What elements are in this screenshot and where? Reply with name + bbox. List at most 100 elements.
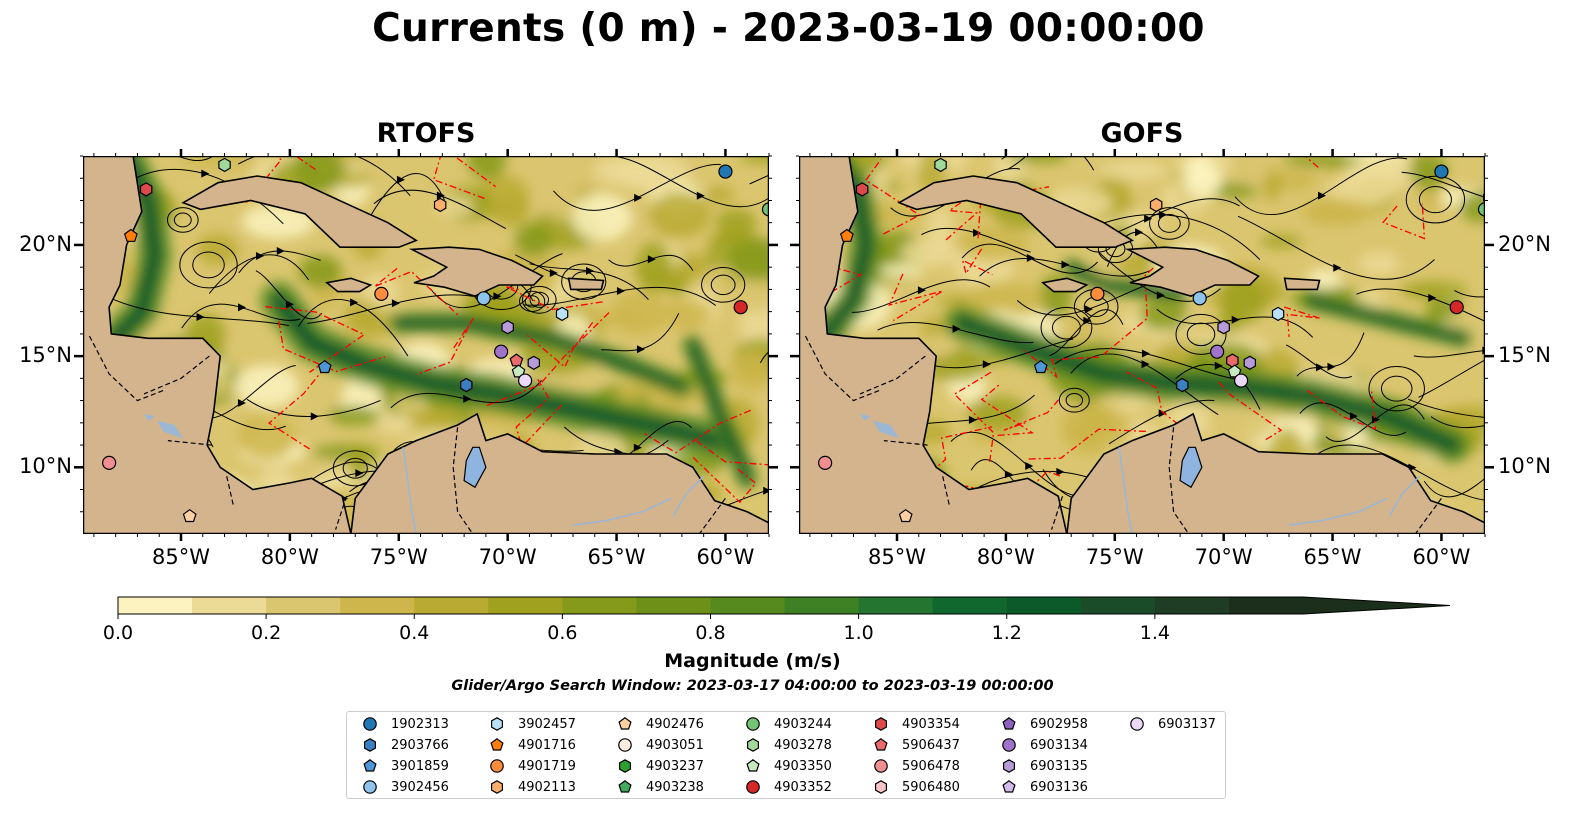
legend-marker (490, 759, 504, 773)
eez-boundary (505, 285, 603, 311)
land-hispaniola (1124, 246, 1260, 297)
float-marker (317, 359, 332, 374)
lon-tick-label: 70°W (478, 545, 537, 569)
legend-label: 6903137 (1158, 716, 1216, 732)
colorbar-extend-arrow (1303, 597, 1450, 614)
streamline-arrow (1141, 349, 1150, 358)
country-border (1051, 496, 1064, 530)
legend-label: 1902313 (391, 716, 449, 732)
eez-boundary (486, 311, 610, 407)
legend-marker (1130, 717, 1144, 731)
legend-marker (1002, 717, 1016, 730)
streamline-arrow (1159, 210, 1168, 219)
streamline-arrow (1056, 467, 1065, 476)
legend-item: 3902457 (488, 715, 576, 733)
streamline-arrow (1349, 412, 1358, 421)
eddy (710, 274, 736, 296)
float-marker (1243, 355, 1256, 370)
hexagon-marker-icon (363, 738, 376, 752)
float-marker (460, 377, 473, 393)
eddy (521, 285, 557, 314)
streamline-arrow (549, 268, 558, 277)
eddy (1065, 392, 1084, 408)
rtofs-panel-title: RTOFS (376, 118, 476, 149)
lat-tick-label: 20°N (19, 231, 72, 256)
legend-marker (490, 738, 504, 751)
legend-label: 4903051 (646, 737, 704, 753)
land-puertorico (1283, 277, 1321, 291)
figure-title: Currents (0 m) - 2023-03-19 00:00:00 (372, 6, 1205, 51)
streamline-arrow (350, 298, 359, 307)
float-marker (494, 344, 509, 359)
hexagon-marker-icon (490, 780, 503, 794)
eez-boundary (644, 409, 751, 454)
hexagon-marker-icon (1002, 759, 1015, 773)
float-marker (1217, 320, 1230, 335)
legend-marker (363, 759, 377, 772)
eez-boundary (1216, 379, 1283, 441)
circle-marker-icon (490, 759, 504, 773)
streamline-arrow (1333, 263, 1342, 272)
float-marker (1210, 344, 1225, 359)
lake-nicaragua (873, 420, 900, 439)
eddy (173, 212, 192, 228)
country-border (1414, 498, 1442, 534)
lat-tick-label: 10°N (1498, 454, 1551, 479)
legend-label: 4901719 (518, 758, 576, 774)
float-marker (733, 300, 748, 315)
circle-marker-icon (363, 780, 377, 794)
eddy (192, 251, 225, 279)
float-marker (433, 197, 447, 213)
lon-tick-label: 60°W (696, 545, 755, 569)
legend-label: 4903352 (774, 779, 832, 795)
country-border (698, 498, 726, 534)
legend-item: 5906437 (872, 736, 960, 754)
float-marker (509, 353, 524, 367)
legend-marker (618, 759, 631, 773)
colorbar-segment (562, 597, 638, 614)
eez-boundary (1306, 388, 1377, 430)
circle-marker-icon (746, 717, 760, 731)
country-border (143, 355, 210, 395)
legend-label: 6903135 (1030, 758, 1088, 774)
legend-label: 6902958 (1030, 716, 1088, 732)
streamline-arrow (1231, 315, 1240, 324)
float-marker (1434, 164, 1449, 179)
streamline (1401, 171, 1485, 198)
legend-label: 3901859 (391, 758, 449, 774)
eez-boundary (432, 156, 497, 200)
float-marker (527, 355, 540, 370)
streamline-arrow (1084, 305, 1093, 314)
gofs-map[interactable] (799, 156, 1485, 534)
streamline (117, 156, 214, 161)
streamline-arrow (391, 299, 400, 308)
streamline-arrow (633, 443, 642, 452)
streamline-arrow (1026, 253, 1035, 262)
eddy (342, 457, 368, 479)
streamline-arrow (636, 345, 645, 354)
land-puertorico (567, 277, 605, 291)
streamline-arrow (1156, 291, 1165, 300)
land-cuba (897, 175, 1134, 248)
lake-nicaragua (157, 420, 184, 439)
streamline-arrow (1158, 409, 1167, 418)
legend-label: 4903237 (646, 758, 704, 774)
legend-marker (618, 738, 632, 752)
legend-item: 6903134 (1000, 736, 1088, 754)
circle-marker-icon (746, 780, 760, 794)
lat-tick-label: 15°N (1498, 343, 1551, 368)
float-marker (1033, 359, 1048, 374)
float-marker (374, 286, 389, 301)
legend-marker (746, 738, 759, 752)
rtofs-map[interactable] (83, 156, 769, 534)
colorbar-segment (1154, 597, 1230, 614)
river (572, 497, 672, 526)
legend-label: 4903354 (902, 716, 960, 732)
eez-boundary (1382, 203, 1426, 240)
colorbar-tick-label: 0.2 (251, 622, 281, 644)
legend-label: 2903766 (391, 737, 449, 753)
legend-label: 4903244 (774, 716, 832, 732)
legend-item: 4903350 (744, 757, 832, 775)
legend-item: 4902113 (488, 778, 576, 796)
float-marker (761, 202, 769, 217)
